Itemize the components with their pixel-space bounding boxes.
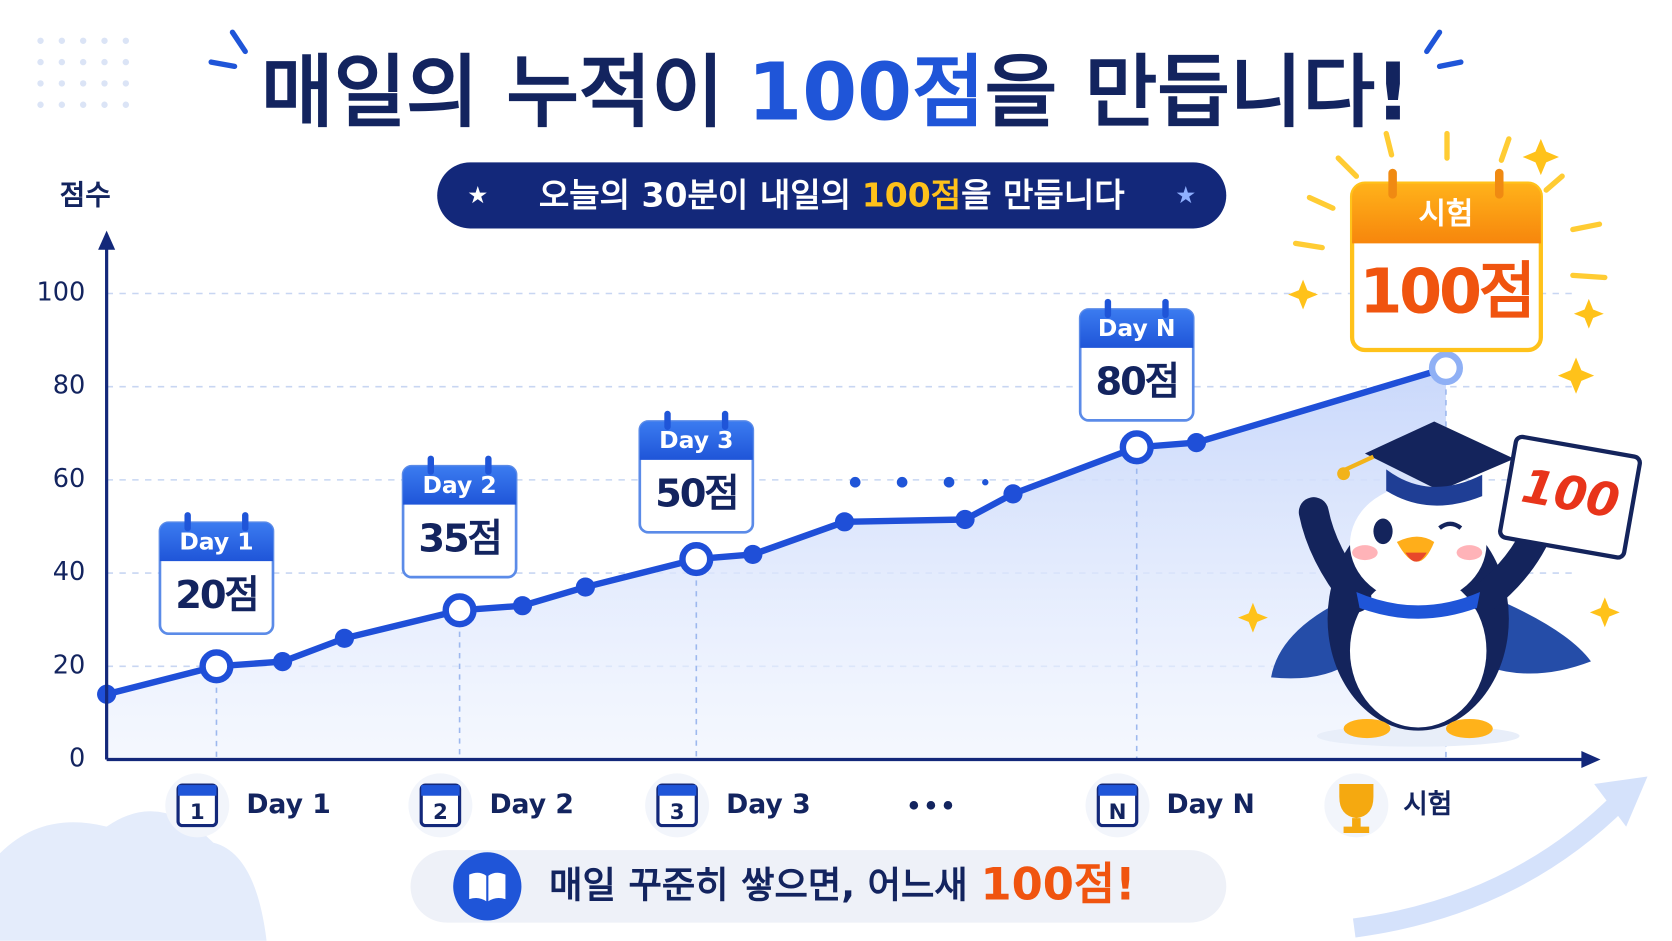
subtitle-pill: [437, 162, 1227, 229]
x-tick-label: Day 3: [726, 789, 810, 820]
point: [679, 542, 714, 577]
callout-header: [639, 421, 753, 460]
footer-pill: [410, 850, 1227, 923]
calendar-icon-top: [657, 785, 697, 796]
calendar-ring: [664, 410, 671, 430]
y-axis-arrow: [98, 230, 116, 250]
x-tick-label: Day 1: [246, 789, 330, 820]
footer-text: 매일 꾸준히 쌓으면, 어느새 100점!: [549, 857, 1135, 910]
point: [1428, 350, 1463, 386]
deco-arrow: [1352, 793, 1628, 938]
point: [199, 649, 234, 684]
callout-day: Day N: [1098, 314, 1176, 342]
x-tick-label: 시험: [1403, 789, 1452, 820]
plot: 0 20 40 60 80 100 Day 1 1 Day 2 2 Day 3 3 Day N N 시험 Da…: [36, 277, 1579, 838]
callout-day: Day 3: [659, 426, 733, 454]
calendar-icon-label: 2: [433, 800, 448, 825]
y-axis-label: 점수: [60, 178, 111, 211]
star-icon: ★: [467, 181, 488, 209]
point: [272, 652, 293, 672]
calendar-ring: [427, 455, 434, 475]
callout-score: 80점: [1096, 360, 1178, 405]
subtitle: 오늘의 30분이 내일의 100점을 만듭니다: [539, 175, 1125, 214]
star-icon: ★: [1175, 181, 1196, 209]
y-tick-label: 0: [69, 743, 85, 773]
subtitle-highlight: 100점: [862, 175, 961, 214]
area: [106, 368, 1446, 760]
calendar-ring: [485, 455, 492, 475]
subtitle-part: 오늘의 30분이 내일의: [539, 175, 851, 214]
footer-highlight: 100점!: [980, 857, 1135, 910]
calendar-ring: [184, 512, 191, 532]
calendar-ring: [1162, 298, 1169, 319]
point: [442, 593, 477, 628]
deco-arrow-head: [1594, 776, 1648, 827]
point: [1186, 433, 1207, 453]
callout-score: 35점: [418, 516, 500, 561]
callout-header: [1080, 309, 1194, 348]
point: [334, 628, 355, 648]
goal-score: 100점: [1359, 256, 1532, 328]
calendar-ring: [242, 512, 249, 532]
subtitle-part: 을 만듭니다: [961, 175, 1125, 214]
point: [575, 577, 596, 597]
goal-rays: [1292, 130, 1608, 281]
calendar-icon-top: [178, 785, 217, 796]
trophy-icon: [1339, 784, 1374, 834]
title: 매일의 누적이 100점을 만듭니다!: [261, 47, 1411, 139]
point: [1003, 484, 1023, 504]
calendar-ring: [1388, 168, 1397, 199]
callout-day: Day 1: [179, 528, 253, 556]
point: [955, 509, 975, 530]
goal-label: 시험: [1418, 197, 1473, 232]
x-axis-arrow: [1581, 750, 1601, 769]
callout-score: 20점: [175, 573, 257, 618]
book-icon: [469, 872, 506, 902]
cloud: [0, 811, 267, 941]
title-highlight: 100점: [747, 47, 984, 139]
y-tick-label: 60: [53, 464, 86, 494]
callout-day: Day 2: [422, 471, 496, 499]
title-part: 을 만듭니다!: [985, 47, 1411, 139]
title-part: 매일의 누적이: [261, 47, 724, 139]
dot-pattern: [37, 37, 130, 108]
y-tick-label: 40: [53, 557, 86, 587]
calendar-icon-label: 3: [670, 800, 685, 825]
point: [743, 544, 763, 565]
sparkles: [1238, 138, 1620, 633]
callout-header: [159, 522, 273, 562]
calendar-icon-label: 1: [190, 800, 205, 825]
ellipsis-dots: [849, 476, 989, 488]
y-tick-label: 80: [53, 371, 86, 401]
callout-score: 50점: [655, 472, 737, 517]
y-tick-label: 100: [36, 277, 85, 307]
calendar-ring: [1104, 298, 1112, 319]
calendar-icon-top: [1098, 785, 1137, 796]
penguin: 100: [1271, 421, 1642, 747]
point: [834, 512, 855, 532]
y-tick-label: 20: [53, 650, 86, 680]
title-sparks: [208, 29, 1464, 70]
callout-header: [403, 466, 517, 505]
goal-header: [1352, 183, 1541, 244]
footer-part: 매일 꾸준히 쌓으면, 어느새: [549, 863, 967, 906]
calendar-icon-label: N: [1109, 800, 1127, 825]
calendar-ring: [721, 410, 729, 430]
book-icon-bg: [453, 852, 522, 921]
point: [1119, 430, 1154, 465]
point: [512, 596, 533, 616]
calendar-icon-top: [421, 785, 460, 796]
x-tick-label: Day N: [1167, 789, 1255, 820]
x-ellipsis: [909, 801, 953, 810]
calendar-ring: [1494, 168, 1504, 199]
x-tick-label: Day 2: [489, 789, 573, 820]
